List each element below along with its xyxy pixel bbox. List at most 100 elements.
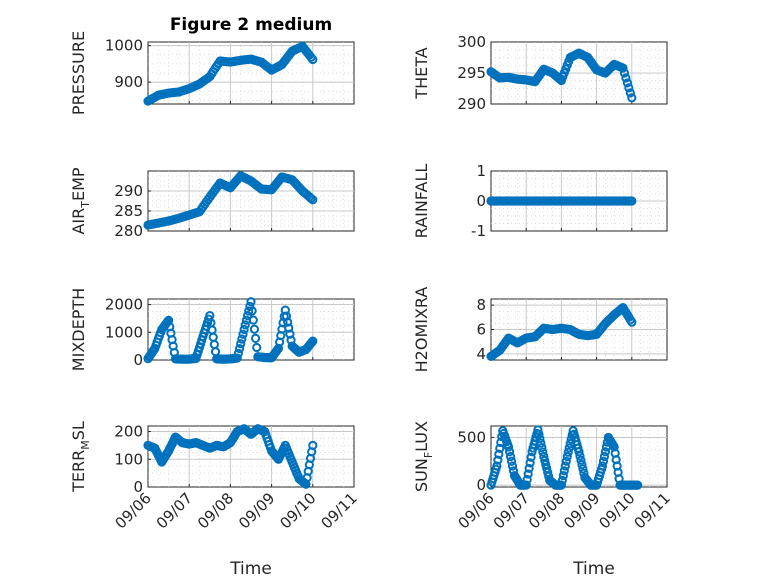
y-tick-label: 290 [457,95,486,113]
data-point-interp [526,452,536,462]
data-point-interp [249,324,260,334]
data-point [308,195,318,205]
data-point [521,480,531,490]
data-point-interp [495,443,505,453]
data-point-interp [599,451,610,462]
data-point [232,353,242,363]
data-point-interp [560,461,570,471]
subplot-theta: 290 295 300 THETA [412,33,668,113]
y-tick-label: 500 [457,428,486,446]
data-point-interp [624,83,634,93]
data-point-interp [619,68,630,78]
data-point-interp [250,333,261,343]
data-point-interp [540,455,550,466]
data-point [533,425,543,435]
data-point-interp [557,475,567,485]
data-point-interp [564,443,574,453]
data-point-interp [598,456,609,466]
data-point [504,442,514,452]
y-axis-label: SUNFLUX [412,421,435,492]
y-tick-label: -1 [471,222,486,240]
data-point-interp [537,443,547,453]
data-point-interp [621,73,631,83]
figure-title: Figure 2 medium [170,15,332,35]
y-axis-label: TERRMSL [69,421,92,493]
data-point-interp [242,311,253,321]
subplot-h2omixra: 4 6 8 H2OMIXRA [412,287,668,373]
data-point [308,440,318,451]
data-point-interp [284,323,294,333]
data-point-interp [578,464,588,474]
data-point-interp [542,463,552,474]
data-point-interp [233,348,244,358]
y-axis-label: H2OMIXRA [412,287,431,373]
data-points [143,424,318,489]
data-point-interp [525,458,535,468]
data-point-interp [625,88,635,98]
data-point-interp [577,460,587,470]
x-tick-label: 09/09 [560,489,603,532]
x-tick-label: 09/07 [490,489,533,532]
data-point [246,297,256,307]
y-tick-label: 1000 [105,37,143,55]
x-tick-label: 09/11 [631,489,674,532]
x-tick-label: 09/11 [318,489,361,532]
x-tick-label: 09/10 [595,489,638,532]
subplot-air-temp: 280 285 290 AIRTEMP [69,167,355,240]
data-point [492,461,502,471]
x-tick-label: 09/09 [235,489,278,532]
data-point [627,317,637,327]
x-tick-label: 09/08 [194,489,237,532]
data-point-interp [559,466,569,476]
subplot-mixdepth: 0 1000 2000 MIXDEPTH [69,288,355,371]
y-axis-label: THETA [412,47,431,99]
y-tick-label: 285 [114,202,143,220]
y-tick-label: 8 [476,296,486,314]
subplot-rainfall: -1 0 1 RAINFALL [412,162,668,240]
y-axis-label: MIXDEPTH [69,288,88,371]
data-point-interp [245,301,255,311]
data-point-interp [238,329,248,339]
data-points [143,171,318,230]
y-tick-label: 2000 [105,296,143,314]
x-axis-label-left: Time [229,559,272,579]
data-point [280,305,290,315]
x-tick-label: 09/10 [276,489,319,532]
data-point [574,447,584,457]
data-point-interp [237,334,247,344]
data-point-interp [247,306,257,316]
data-point [239,324,249,335]
data-point [556,480,567,490]
y-tick-label: 1 [476,162,486,180]
data-point-interp [524,463,534,474]
data-points [143,41,318,106]
y-tick-label: 295 [457,64,486,82]
y-tick-label: 280 [114,222,143,240]
data-point-interp [248,315,258,325]
data-point-interp [575,451,585,461]
data-point-interp [535,434,545,444]
y-axis-label: PRESSURE [69,31,88,115]
y-tick-label: 200 [114,423,143,441]
y-tick-label: 0 [476,476,486,494]
data-point-interp [306,193,316,203]
data-point-interp [252,342,262,353]
y-tick-label: 290 [114,182,143,200]
x-tick-label: 09/08 [525,489,568,532]
data-point-interp [622,78,633,88]
data-points [486,425,643,490]
data-points [486,48,637,103]
y-tick-label: 4 [476,345,486,363]
data-point [627,93,637,103]
data-point-interp [538,447,548,457]
data-point [308,336,318,346]
data-point-interp [536,438,546,448]
data-point-interp [493,455,503,465]
subplot-pressure: 900 1000 PRESSURE [69,31,355,115]
data-point-interp [240,320,250,330]
data-point-interp [504,447,515,457]
data-points [486,302,637,361]
